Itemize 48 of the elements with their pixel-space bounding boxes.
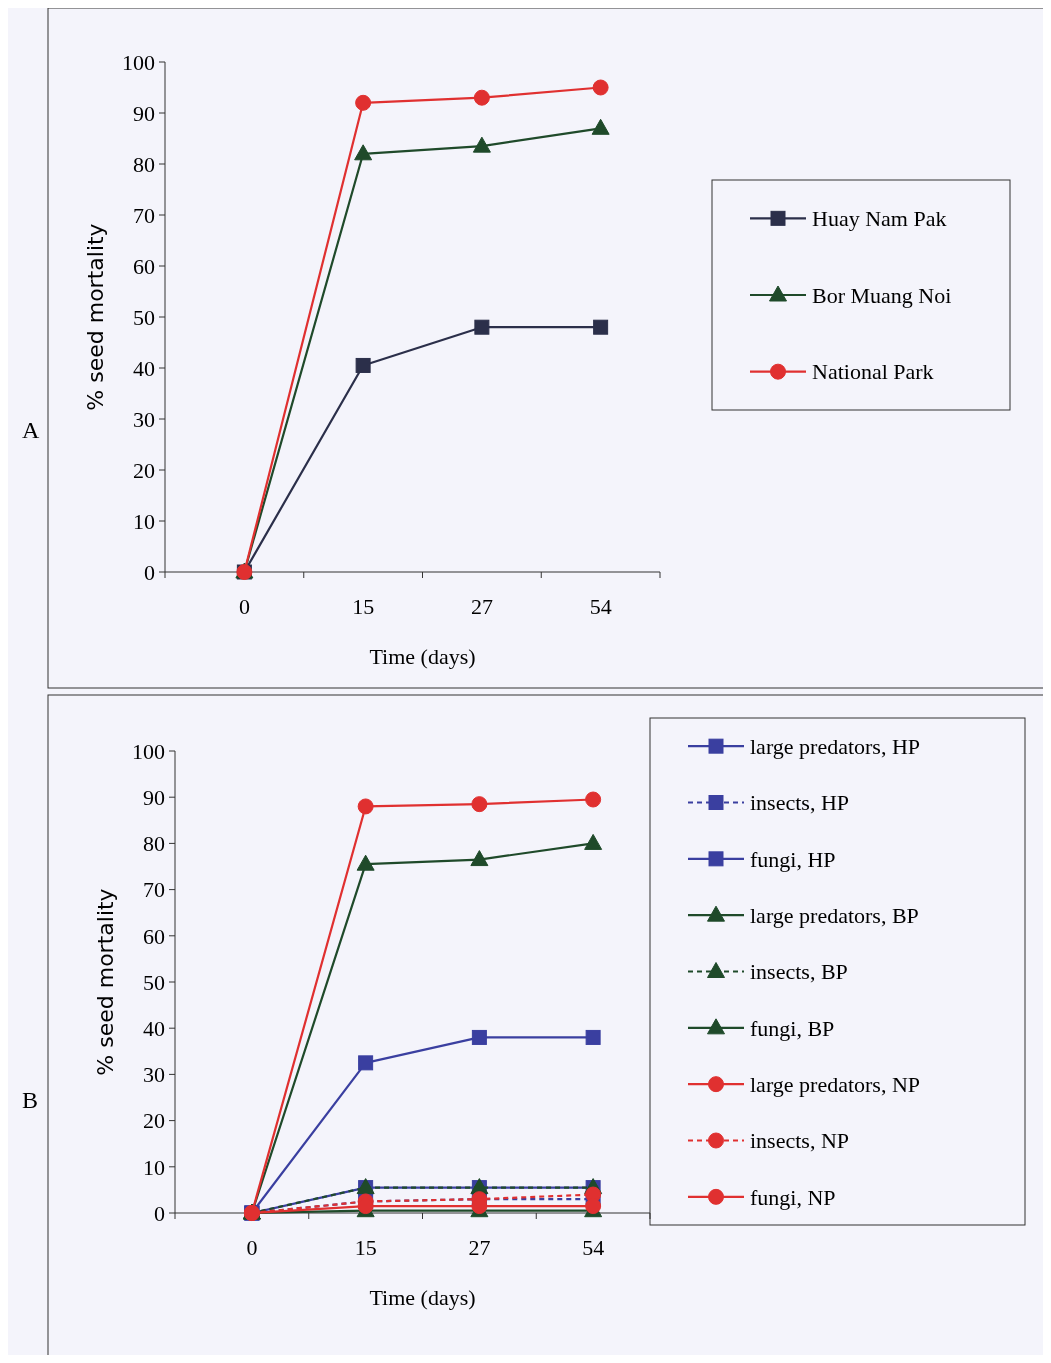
- y-tick-label: 30: [143, 1062, 165, 1088]
- text: B: [22, 1087, 39, 1113]
- x-axis-title: Time (days): [369, 1285, 476, 1310]
- y-tick-label: 40: [133, 355, 155, 381]
- y-axis-title: % seed mortality: [83, 223, 108, 411]
- x-axis-title: Time (days): [369, 644, 476, 669]
- y-tick-label: 50: [143, 969, 165, 995]
- y-axis-title: % seed mortality: [93, 888, 118, 1076]
- legend-label: large predators, BP: [750, 902, 919, 928]
- y-tick-label: 70: [143, 877, 165, 903]
- y-tick-label: 30: [133, 406, 155, 432]
- y-tick-label: 50: [133, 304, 155, 330]
- y-tick-label: 20: [133, 457, 155, 483]
- x-tick-label: 54: [589, 594, 612, 619]
- legend-label: large predators, NP: [750, 1071, 921, 1097]
- legend-label: Huay Nam Pak: [812, 206, 947, 232]
- y-tick-label: 80: [143, 831, 165, 857]
- y-tick-label: 10: [143, 1154, 165, 1180]
- legend-label: large predators, HP: [750, 733, 921, 759]
- y-tick-label: 80: [133, 151, 155, 177]
- y-tick-label: 60: [143, 923, 165, 949]
- y-tick-label: 10: [133, 508, 155, 534]
- y-tick-label: 20: [143, 1108, 165, 1134]
- text: A: [22, 417, 40, 443]
- legend-label: fungi, NP: [750, 1184, 836, 1210]
- x-tick-label: 27: [470, 594, 493, 619]
- y-tick-label: 70: [133, 202, 155, 228]
- y-tick-label: 100: [132, 738, 165, 764]
- x-tick-label: 15: [354, 1235, 377, 1260]
- y-tick-label: 40: [143, 1015, 165, 1041]
- x-tick-label: 0: [238, 594, 250, 619]
- x-tick-label: 54: [582, 1235, 605, 1260]
- x-tick-label: 15: [352, 594, 375, 619]
- y-tick-label: 60: [133, 253, 155, 279]
- x-tick-label: 27: [468, 1235, 491, 1260]
- y-tick-label: 0: [154, 1200, 165, 1226]
- x-tick-label: 0: [246, 1235, 258, 1260]
- legend-label: fungi, HP: [750, 846, 836, 872]
- y-tick-label: 90: [133, 100, 155, 126]
- legend-label: fungi, BP: [750, 1015, 835, 1041]
- y-tick-label: 90: [143, 784, 165, 810]
- legend-label: insects, HP: [750, 790, 849, 816]
- y-tick-label: 100: [122, 49, 155, 75]
- y-tick-label: 0: [144, 559, 155, 585]
- legend-label: insects, BP: [750, 959, 848, 985]
- legend-label: insects, NP: [750, 1128, 849, 1154]
- legend-label: Bor Muang Noi: [812, 282, 952, 308]
- legend-label: National Park: [812, 359, 934, 385]
